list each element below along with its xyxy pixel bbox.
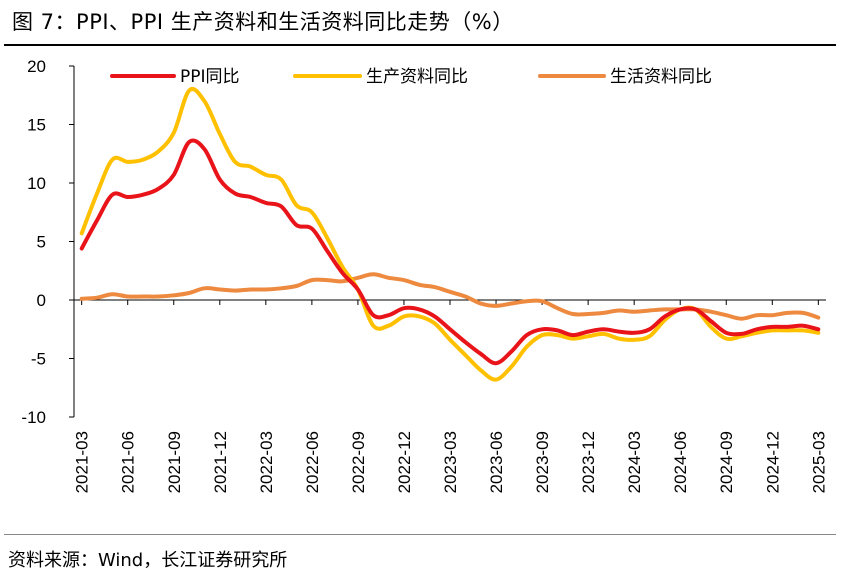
x-tick-label: 2024-09: [717, 431, 736, 493]
x-tick-label: 2021-12: [211, 431, 230, 493]
x-tick-label: 2023-12: [579, 431, 598, 493]
y-tick-label: 10: [27, 174, 46, 193]
legend-label-production: 生产资料同比: [366, 67, 468, 87]
series-line-living: [79, 272, 821, 321]
x-tick-label: 2022-09: [349, 431, 368, 493]
legend-label-ppi: PPI同比: [180, 67, 240, 87]
x-tick-label: 2024-12: [763, 431, 782, 493]
x-tick-label: 2023-09: [533, 431, 552, 493]
footer-rule: [4, 534, 836, 535]
x-tick-label: 2022-03: [257, 431, 276, 493]
y-tick-label: 15: [27, 116, 46, 135]
x-tick-label: 2021-03: [73, 431, 92, 493]
line-chart: -10 -5 0 5 10 15 20 2021-03 2021-06 2021-09 2021-1…: [21, 57, 828, 493]
y-tick-label: 20: [27, 57, 46, 76]
x-tick-label: 2021-09: [165, 431, 184, 493]
x-tick-label: 2021-06: [119, 431, 138, 493]
figure-title: 图 7：PPI、PPI 生产资料和生活资料同比走势（%）: [12, 10, 514, 34]
x-tick-label: 2024-06: [671, 431, 690, 493]
x-tick-label: 2023-03: [441, 431, 460, 493]
chart-container: -10 -5 0 5 10 15 20 2021-03 2021-06 2021-09 2021-1…: [0, 46, 848, 534]
y-tick-label: -5: [31, 350, 46, 369]
source-note: 资料来源：Wind，长江证券研究所: [8, 550, 288, 571]
x-tick-label: 2024-03: [625, 431, 644, 493]
y-tick-label: 5: [37, 233, 46, 252]
legend-label-living: 生活资料同比: [610, 67, 712, 87]
title-rule: [4, 44, 836, 46]
x-tick-label: 2023-06: [487, 431, 506, 493]
series-line-production: [79, 87, 821, 382]
y-tick-label: -10: [21, 408, 46, 427]
series-line-ppi: [79, 138, 821, 366]
y-tick-label: 0: [37, 291, 46, 310]
x-tick-label: 2022-12: [395, 431, 414, 493]
x-tick-label: 2022-06: [303, 431, 322, 493]
x-tick-label: 2025-03: [809, 431, 828, 493]
